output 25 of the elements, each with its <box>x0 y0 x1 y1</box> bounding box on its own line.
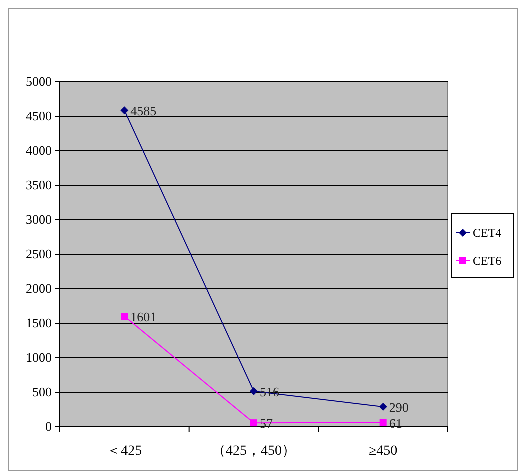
data-label: 290 <box>389 400 409 415</box>
point <box>380 419 387 426</box>
x-tick-label: ＜425 <box>107 444 142 459</box>
y-tick-label: 1500 <box>26 316 52 330</box>
y-tick-label: 3500 <box>26 178 52 192</box>
point <box>120 106 129 115</box>
point <box>379 402 388 411</box>
y-tick-label: 5000 <box>26 74 52 89</box>
y-tick-label: 2500 <box>26 246 52 262</box>
y-tick-label: 2000 <box>26 281 52 296</box>
y-tick-label: 4000 <box>26 143 52 158</box>
point <box>250 387 258 396</box>
data-label: 4585 <box>130 104 157 119</box>
y-tick-label: 1000 <box>26 350 52 365</box>
point <box>250 420 258 427</box>
y-tick-label: 500 <box>32 384 52 400</box>
data-label: 1601 <box>130 310 157 325</box>
legend-label: CET6 <box>473 254 502 268</box>
point <box>121 313 128 320</box>
legend-label: CET4 <box>473 226 502 240</box>
x-tick-label: ≥450 <box>368 444 398 459</box>
y-tick-label: 0 <box>46 419 52 434</box>
y-tick-label: 4500 <box>26 108 52 124</box>
x-tick-label: （425，450） <box>212 444 296 459</box>
y-tick-label: 3000 <box>26 212 52 227</box>
